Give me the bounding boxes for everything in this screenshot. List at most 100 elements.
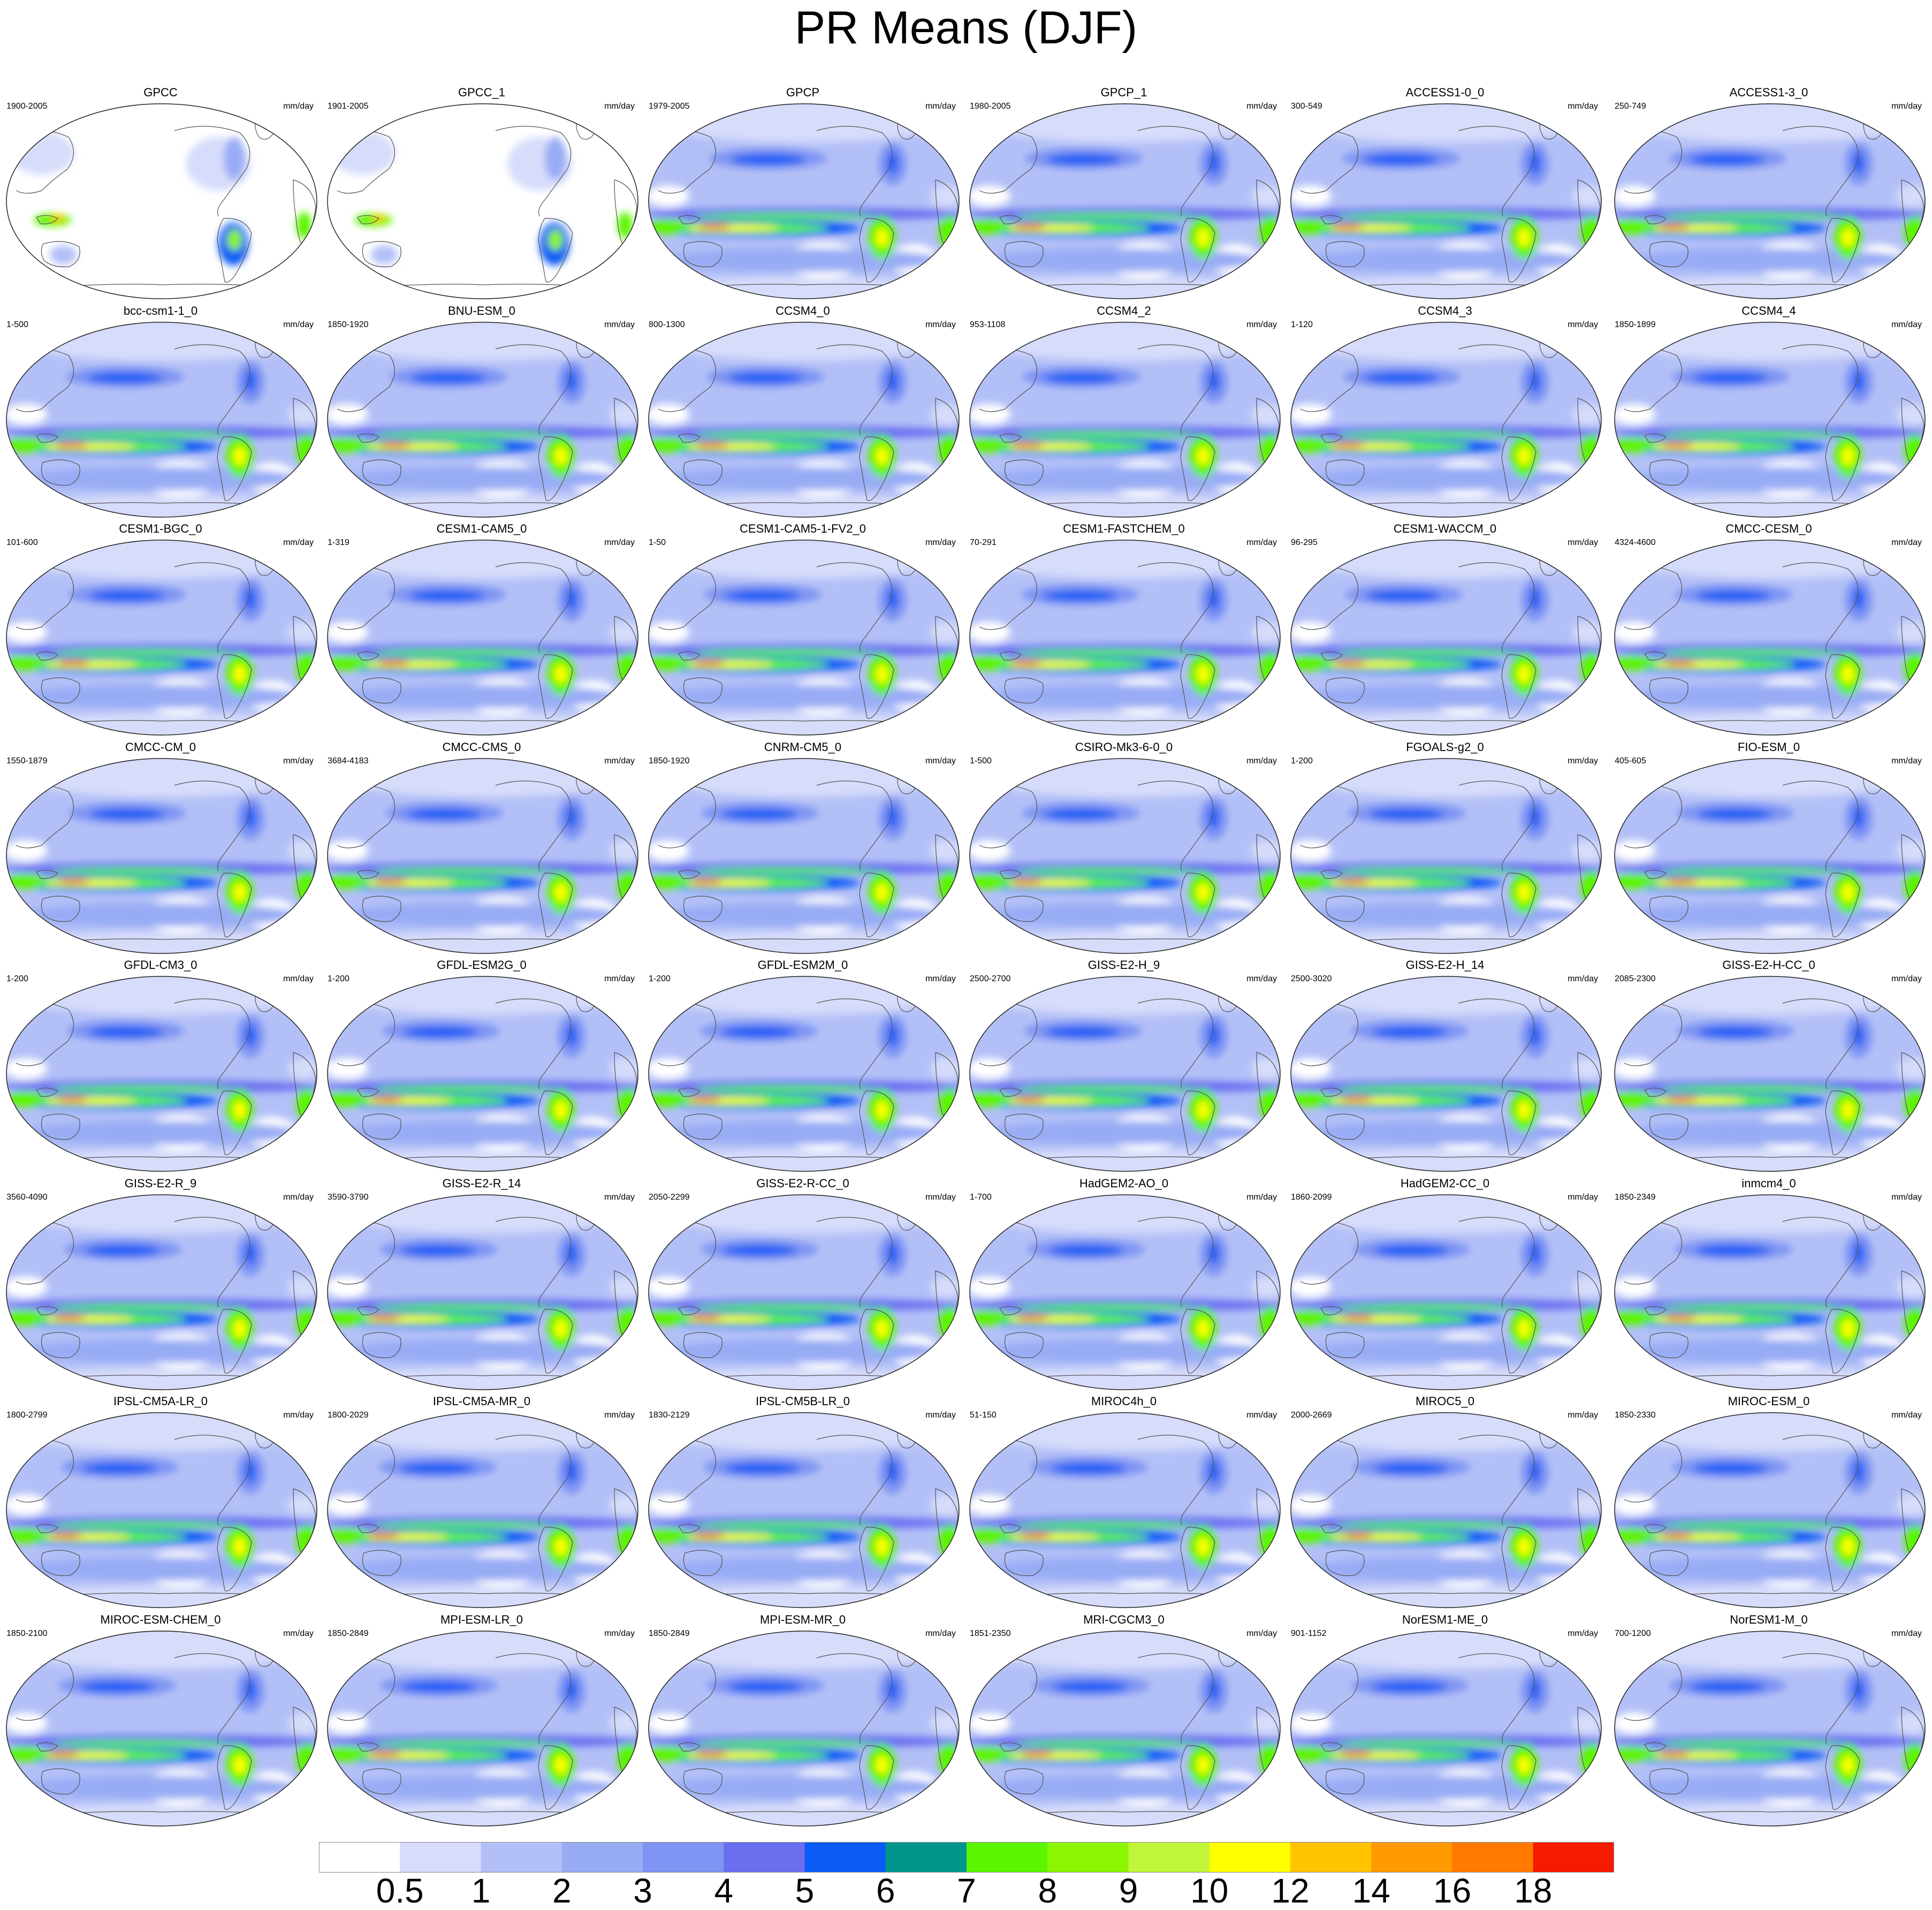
precip-map: [1290, 103, 1602, 299]
panel-title: GFDL-CM3_0: [124, 958, 197, 972]
panel-years: 1-200: [649, 974, 671, 983]
map-panel: GPCC 1900-2005 mm/day: [0, 86, 321, 302]
map-panel: NorESM1-ME_0 901-1152 mm/day: [1284, 1613, 1606, 1830]
map-panel: CCSM4_3 1-120 mm/day: [1284, 304, 1606, 521]
colorbar-swatch: [643, 1842, 724, 1873]
panel-units: mm/day: [283, 974, 314, 983]
precip-map: [6, 103, 317, 299]
panel-title: GFDL-ESM2G_0: [437, 958, 527, 972]
precip-map: [1614, 540, 1926, 736]
map-panel: MIROC5_0 2000-2669 mm/day: [1284, 1394, 1606, 1611]
colorbar-swatch: [1128, 1842, 1210, 1873]
colorbar-tick-label: 5: [795, 1871, 815, 1910]
panel-title: CCSM4_3: [1418, 304, 1472, 317]
panel-years: 70-291: [970, 538, 997, 547]
panel-years: 1980-2005: [970, 102, 1011, 111]
precip-map: [648, 976, 960, 1172]
colorbar-swatch: [724, 1842, 805, 1873]
panel-units: mm/day: [1246, 102, 1277, 111]
precip-map: [6, 1194, 317, 1390]
precip-map: [1290, 1194, 1602, 1390]
panel-years: 1850-2849: [328, 1628, 369, 1638]
panel-units: mm/day: [604, 974, 635, 983]
colorbar-swatch: [1533, 1842, 1614, 1873]
map-panel: inmcm4_0 1850-2349 mm/day: [1608, 1177, 1929, 1393]
panel-title: MPI-ESM-MR_0: [759, 1612, 846, 1626]
precip-map: [969, 1412, 1281, 1608]
panel-years: 1850-1899: [1615, 320, 1656, 329]
precip-map: [1614, 757, 1926, 954]
precip-map: [6, 757, 317, 954]
precip-map: [327, 1412, 638, 1608]
map-panel: MPI-ESM-MR_0 1850-2849 mm/day: [642, 1613, 963, 1830]
map-panel: GISS-E2-R-CC_0 2050-2299 mm/day: [642, 1177, 963, 1393]
panel-years: 4324-4600: [1615, 538, 1656, 547]
panel-years: 1850-2330: [1615, 1411, 1656, 1420]
precip-map: [1290, 1412, 1602, 1608]
map-panel: GISS-E2-H_9 2500-2700 mm/day: [963, 958, 1284, 1175]
panel-title: CCSM4_2: [1097, 304, 1151, 317]
panel-units: mm/day: [925, 756, 956, 765]
panel-title: GISS-E2-H-CC_0: [1722, 958, 1815, 972]
panel-units: mm/day: [1891, 1192, 1922, 1202]
map-panel: FGOALS-g2_0 1-200 mm/day: [1284, 740, 1606, 957]
precip-map: [6, 976, 317, 1172]
panel-title: BNU-ESM_0: [448, 304, 515, 317]
precip-map: [1290, 1630, 1602, 1826]
panel-title: GISS-E2-H_14: [1405, 958, 1485, 972]
panel-years: 3684-4183: [328, 756, 369, 765]
panel-title: IPSL-CM5A-MR_0: [432, 1394, 531, 1408]
map-panel: ACCESS1-0_0 300-549 mm/day: [1284, 86, 1606, 302]
panel-units: mm/day: [1246, 1628, 1277, 1638]
panel-title: GPCC_1: [458, 86, 506, 99]
panel-title: GPCP: [786, 86, 820, 99]
panel-years: 1-500: [6, 320, 28, 329]
precip-map: [969, 1630, 1281, 1826]
panel-title: FGOALS-g2_0: [1406, 740, 1484, 754]
panel-years: 1-120: [1291, 320, 1313, 329]
panel-title: CCSM4_4: [1741, 304, 1796, 317]
colorbar-tick-label: 10: [1190, 1871, 1229, 1910]
colorbar-swatch: [1452, 1842, 1534, 1873]
colorbar-tick-label: 9: [1119, 1871, 1138, 1910]
panel-units: mm/day: [1891, 1628, 1922, 1638]
precip-map: [327, 103, 638, 299]
map-panel: CMCC-CM_0 1550-1879 mm/day: [0, 740, 321, 957]
panel-grid: GPCC 1900-2005 mm/day GPCC_1 1901-2005 mm/day…: [0, 86, 1929, 1830]
panel-units: mm/day: [283, 320, 314, 329]
panel-units: mm/day: [604, 1411, 635, 1420]
map-panel: HadGEM2-CC_0 1860-2099 mm/day: [1284, 1177, 1606, 1393]
panel-units: mm/day: [1568, 1411, 1598, 1420]
precip-map: [6, 321, 317, 518]
panel-units: mm/day: [604, 320, 635, 329]
colorbar-tick-label: 6: [876, 1871, 895, 1910]
panel-years: 1-319: [328, 538, 349, 547]
colorbar-tick-label: 2: [552, 1871, 572, 1910]
panel-years: 1979-2005: [649, 102, 690, 111]
map-panel: NorESM1-M_0 700-1200 mm/day: [1608, 1613, 1929, 1830]
precip-map: [327, 321, 638, 518]
precip-map: [327, 1194, 638, 1390]
panel-units: mm/day: [283, 1411, 314, 1420]
panel-units: mm/day: [1246, 320, 1277, 329]
panel-title: CESM1-BGC_0: [119, 522, 202, 535]
panel-title: GISS-E2-H_9: [1087, 958, 1160, 972]
panel-title: CSIRO-Mk3-6-0_0: [1075, 740, 1173, 754]
colorbar-swatch: [319, 1842, 400, 1873]
map-panel: IPSL-CM5A-LR_0 1800-2799 mm/day: [0, 1394, 321, 1611]
panel-title: GISS-E2-R_9: [124, 1176, 197, 1190]
colorbar-swatch: [967, 1842, 1048, 1873]
panel-units: mm/day: [1568, 974, 1598, 983]
panel-years: 101-600: [6, 538, 38, 547]
colorbar-swatch: [1371, 1842, 1452, 1873]
panel-units: mm/day: [1891, 102, 1922, 111]
map-panel: CMCC-CESM_0 4324-4600 mm/day: [1608, 522, 1929, 739]
map-panel: GFDL-ESM2G_0 1-200 mm/day: [321, 958, 642, 1175]
panel-years: 2500-2700: [970, 974, 1011, 983]
panel-years: 1830-2129: [649, 1411, 690, 1420]
panel-years: 1900-2005: [6, 102, 48, 111]
precip-map: [648, 757, 960, 954]
panel-years: 1850-2100: [6, 1628, 48, 1638]
map-panel: FIO-ESM_0 405-605 mm/day: [1608, 740, 1929, 957]
panel-units: mm/day: [1568, 538, 1598, 547]
